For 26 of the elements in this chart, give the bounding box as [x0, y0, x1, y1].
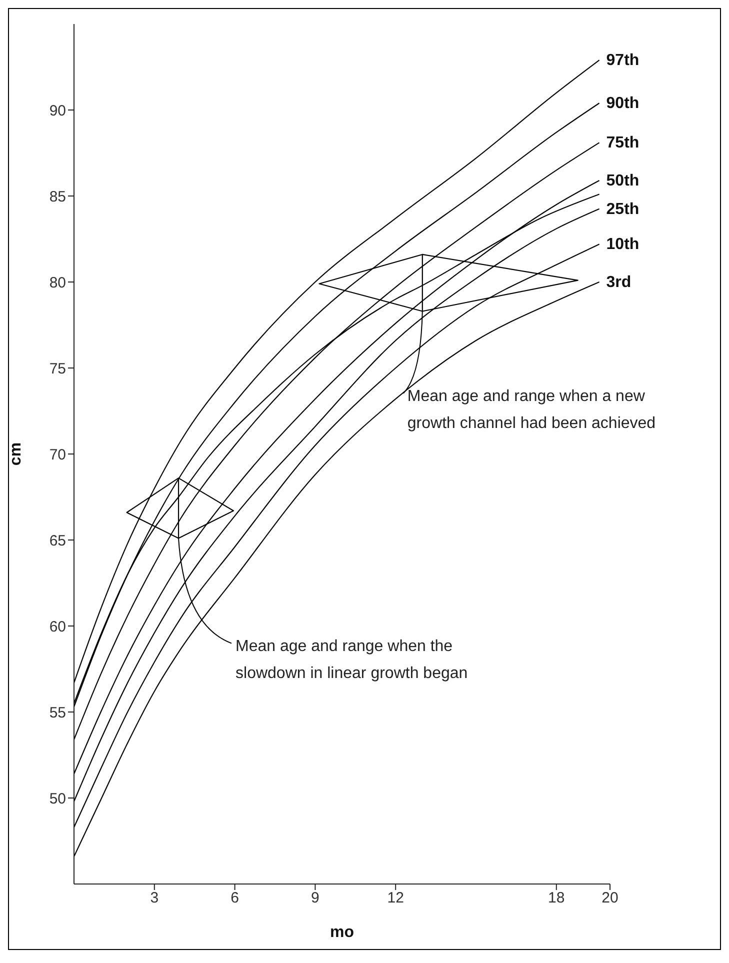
series-label: 10th	[606, 236, 640, 254]
x-tick-label: 12	[387, 890, 404, 907]
y-tick-label: 90	[49, 102, 66, 120]
x-tick-label: 20	[602, 890, 618, 907]
y-tick-label: 55	[49, 704, 66, 722]
x-tick-label: 6	[230, 890, 239, 907]
series-label: 3rd	[606, 274, 632, 291]
x-tick-label: 18	[548, 890, 565, 907]
series-label: 90th	[606, 95, 640, 112]
x-tick-label: 9	[311, 890, 320, 907]
y-tick-label: 65	[49, 532, 66, 550]
series-label: 75th	[606, 134, 640, 152]
x-axis-title: mo	[330, 924, 354, 941]
annotation: Mean age and range when a new growth channel had been achieved	[407, 387, 657, 434]
series-label: 97th	[606, 52, 640, 70]
annotation: Mean age and range when the slowdown in linear growth began	[236, 637, 469, 684]
y-tick-label: 85	[49, 188, 66, 206]
y-tick-label: 60	[49, 618, 66, 636]
series-label: 25th	[606, 200, 640, 218]
x-tick-label: 3	[150, 890, 159, 907]
y-tick-label: 75	[49, 360, 66, 378]
y-tick-label: 80	[49, 274, 66, 292]
series-label: 50th	[606, 172, 640, 190]
y-tick-label: 70	[49, 446, 66, 464]
y-axis-title: cm	[8, 442, 25, 466]
y-tick-label: 50	[49, 790, 66, 808]
